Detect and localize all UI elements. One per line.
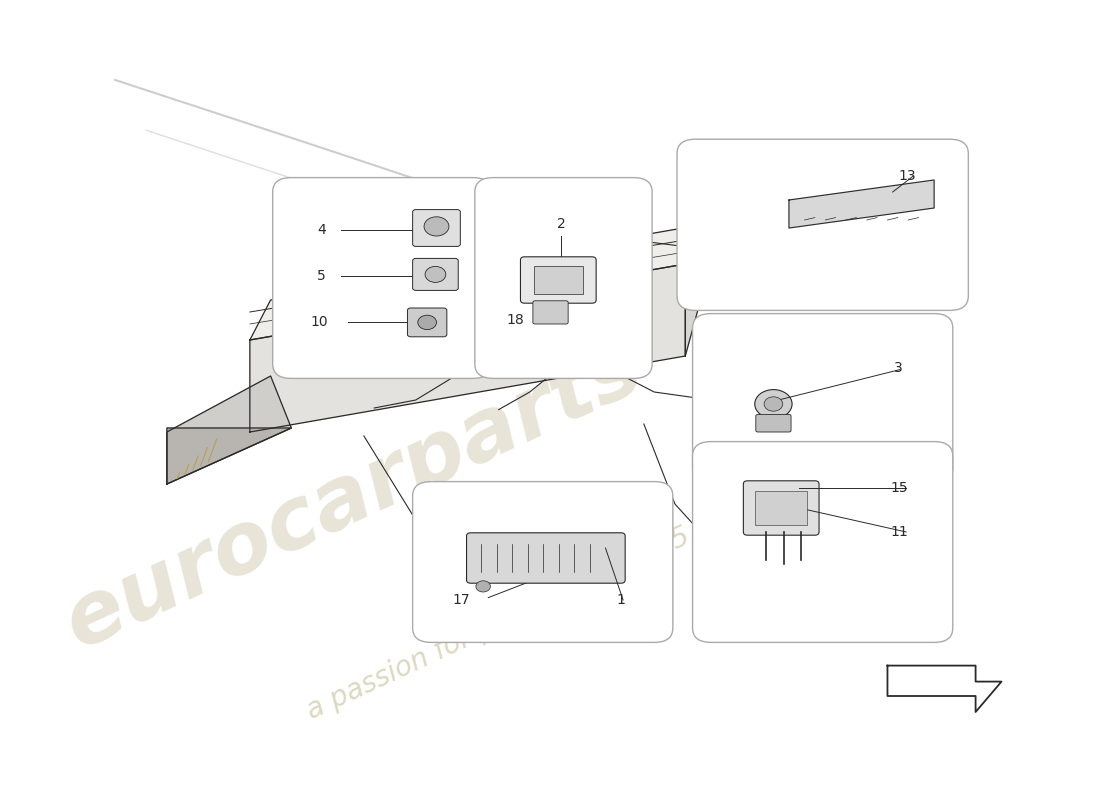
Text: 18: 18 xyxy=(506,313,524,327)
FancyBboxPatch shape xyxy=(475,178,652,378)
Polygon shape xyxy=(789,180,934,228)
Text: 4: 4 xyxy=(317,223,326,238)
Text: 5: 5 xyxy=(317,269,326,283)
Polygon shape xyxy=(167,428,292,484)
FancyBboxPatch shape xyxy=(412,258,459,290)
FancyBboxPatch shape xyxy=(693,314,953,482)
FancyBboxPatch shape xyxy=(744,481,820,535)
Text: 10: 10 xyxy=(310,315,328,330)
Circle shape xyxy=(425,266,446,282)
FancyBboxPatch shape xyxy=(756,414,791,432)
Circle shape xyxy=(755,390,792,418)
Text: 15: 15 xyxy=(891,481,909,495)
Text: 17: 17 xyxy=(452,593,470,607)
FancyBboxPatch shape xyxy=(273,178,492,378)
Text: 11: 11 xyxy=(891,525,909,539)
Polygon shape xyxy=(250,224,706,340)
Circle shape xyxy=(418,315,437,330)
FancyBboxPatch shape xyxy=(407,308,447,337)
Polygon shape xyxy=(250,264,685,432)
FancyBboxPatch shape xyxy=(755,491,806,525)
Polygon shape xyxy=(167,376,292,484)
FancyBboxPatch shape xyxy=(412,210,460,246)
FancyBboxPatch shape xyxy=(676,139,968,310)
Text: eurocarparts: eurocarparts xyxy=(52,326,656,666)
FancyBboxPatch shape xyxy=(534,266,583,294)
Text: 1: 1 xyxy=(616,593,625,607)
Polygon shape xyxy=(685,224,706,356)
FancyBboxPatch shape xyxy=(532,301,568,324)
FancyBboxPatch shape xyxy=(466,533,625,583)
Text: 13: 13 xyxy=(899,169,916,183)
Text: 2: 2 xyxy=(557,217,565,231)
Circle shape xyxy=(764,397,783,411)
FancyBboxPatch shape xyxy=(520,257,596,303)
Text: a passion for parts since 1985: a passion for parts since 1985 xyxy=(302,522,695,726)
Polygon shape xyxy=(888,666,1001,712)
Circle shape xyxy=(476,581,491,592)
FancyBboxPatch shape xyxy=(693,442,953,642)
Text: 3: 3 xyxy=(894,361,903,375)
FancyBboxPatch shape xyxy=(412,482,673,642)
Circle shape xyxy=(424,217,449,236)
